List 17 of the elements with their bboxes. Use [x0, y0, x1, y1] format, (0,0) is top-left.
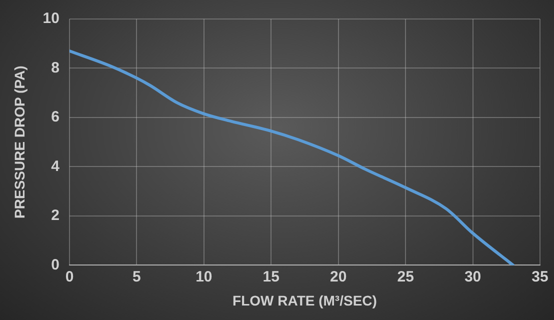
- line-series: [69, 50, 515, 266]
- x-tick-label: 35: [532, 268, 548, 286]
- y-tick-label: 8: [51, 59, 60, 76]
- y-tick-label: 2: [51, 207, 60, 224]
- x-tick-label: 5: [132, 268, 141, 286]
- x-tick-label: 30: [464, 268, 482, 286]
- y-tick-label: 0: [51, 256, 60, 274]
- x-axis-title: FLOW RATE (M³/SEC): [232, 292, 377, 308]
- x-tick-label: 0: [65, 268, 74, 286]
- x-tick-label: 25: [397, 268, 414, 286]
- x-tick-label: 15: [262, 268, 280, 286]
- y-tick-label: 4: [51, 158, 60, 175]
- x-tick-label: 20: [330, 268, 347, 286]
- y-tick-label: 6: [51, 108, 60, 126]
- y-axis-title: PRESSURE DROP (PA): [11, 66, 28, 218]
- x-tick-label: 10: [196, 268, 212, 286]
- y-tick-label: 10: [42, 10, 60, 28]
